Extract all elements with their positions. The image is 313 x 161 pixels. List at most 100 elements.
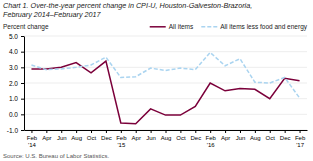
x-tick-label-line: Feb (116, 135, 127, 141)
x-tick: Apr (132, 130, 141, 141)
grid-line (24, 51, 307, 52)
y-tick-label: 1.0 (9, 95, 18, 102)
plot-area (31, 52, 299, 123)
x-tick-label: Dec (101, 135, 112, 141)
x-tick: Dec (101, 130, 112, 141)
x-tick-label-line: Apr (42, 135, 51, 141)
annotation: Source: U.S. Bureau of Labor Statistics. (3, 153, 109, 159)
x-tick-mark (91, 130, 92, 133)
x-tick-mark (180, 130, 181, 133)
x-tick-mark (210, 130, 211, 133)
grid-line (24, 36, 307, 37)
x-tick: Apr (221, 130, 230, 141)
y-axis-title: Percent change (3, 23, 49, 31)
y-tick-label: -1.0 (7, 127, 19, 134)
x-tick-mark (136, 130, 137, 133)
x-tick-label: Apr (221, 135, 230, 141)
x-tick-label-line: Dec (190, 135, 201, 141)
x-tick: Dec (280, 130, 291, 141)
x-tick-label: Aug (71, 135, 82, 141)
legend-label: All items (169, 23, 194, 30)
y-tick: 0.0 (9, 111, 24, 118)
y-tick: 5.0 (9, 33, 24, 40)
series-line (31, 52, 299, 97)
x-tick-label: Oct (266, 135, 276, 141)
y-axis: -1.0 0.0 1.0 2.0 3.0 4.0 5.0 (7, 33, 25, 134)
x-tick: Aug (161, 130, 172, 141)
grid-line (24, 98, 307, 99)
x-tick-label: Jun (146, 135, 156, 141)
legend-swatch (150, 26, 166, 28)
x-tick: Oct (266, 130, 276, 141)
x-tick-label: Apr (132, 135, 141, 141)
x-tick-label-line: Aug (71, 135, 82, 141)
x-tick: Aug (71, 130, 82, 141)
legend-swatch (201, 26, 217, 28)
x-tick-label-line: Dec (280, 135, 291, 141)
x-tick-mark (255, 130, 256, 133)
x-tick-label: Jun (57, 135, 67, 141)
y-tick-label: 2.0 (9, 80, 18, 87)
x-tick-label: Oct (87, 135, 97, 141)
x-tick-label-line: Aug (250, 135, 261, 141)
legend-label: All items less food and energy (220, 23, 307, 31)
y-tick-label: 5.0 (9, 33, 18, 40)
x-tick-label: Jun (236, 135, 246, 141)
legend-item: All items (150, 23, 194, 30)
x-tick-mark (270, 130, 271, 133)
x-tick-label-line: Jun (236, 135, 246, 141)
x-tick-label: Aug (161, 135, 172, 141)
x-tick-label-line: Dec (101, 135, 112, 141)
x-tick-label-line: Feb (295, 135, 306, 141)
x-tick-label: Feb'17 (295, 135, 306, 147)
x-tick-label: Feb'14 (27, 135, 38, 147)
x-tick: Aug (250, 130, 261, 141)
y-tick-mark (21, 67, 24, 68)
y-tick: 3.0 (9, 64, 24, 71)
x-tick-mark (285, 130, 286, 133)
grid (24, 36, 307, 130)
x-tick-mark (240, 130, 241, 133)
x-tick-label: Oct (176, 135, 186, 141)
x-tick-mark (31, 130, 32, 133)
x-tick: Jun (57, 130, 67, 141)
x-tick: Feb'14 (27, 130, 38, 148)
x-tick-mark (151, 130, 152, 133)
x-tick-mark (61, 130, 62, 133)
x-tick-mark (166, 130, 167, 133)
legend-item: All items less food and energy (201, 23, 307, 31)
chart-container: Chart 1. Over-the-year percent change in… (0, 0, 313, 161)
title: Chart 1. Over-the-year percent change in… (3, 1, 252, 19)
x-tick-label-line: Feb (206, 135, 217, 141)
x-tick-label-line: Oct (87, 135, 97, 141)
x-tick-mark (46, 130, 47, 133)
y-tick-mark (21, 83, 24, 84)
x-tick-label-line: '17 (296, 142, 304, 148)
series-line (31, 61, 299, 124)
y-tick: 4.0 (9, 48, 24, 55)
x-tick-mark (76, 130, 77, 133)
x-tick-label: Feb'16 (206, 135, 217, 147)
x-tick-label: Feb'15 (116, 135, 127, 147)
y-tick-mark (21, 99, 24, 100)
x-tick-label: Aug (250, 135, 261, 141)
x-tick-mark (195, 130, 196, 133)
x-axis: Feb'14AprJunAugOctDecFeb'15AprJunAugOctD… (25, 130, 308, 148)
x-tick: Feb'17 (295, 130, 306, 148)
grid-line (24, 67, 307, 68)
x-tick-label-line: '14 (28, 142, 36, 148)
x-tick-label-line: Oct (266, 135, 276, 141)
x-tick-mark (225, 130, 226, 133)
x-tick-mark (121, 130, 122, 133)
x-tick-mark (300, 130, 301, 133)
x-tick: Oct (87, 130, 97, 141)
x-tick-label-line: '16 (207, 142, 215, 148)
y-tick: -1.0 (7, 127, 24, 134)
y-tick-mark (21, 114, 24, 115)
x-tick-mark (106, 130, 107, 133)
x-tick-label: Dec (190, 135, 201, 141)
y-tick-label: 3.0 (9, 64, 18, 71)
y-axis-line (24, 37, 25, 131)
y-tick-label: 4.0 (9, 48, 18, 55)
x-tick-label: Dec (280, 135, 291, 141)
